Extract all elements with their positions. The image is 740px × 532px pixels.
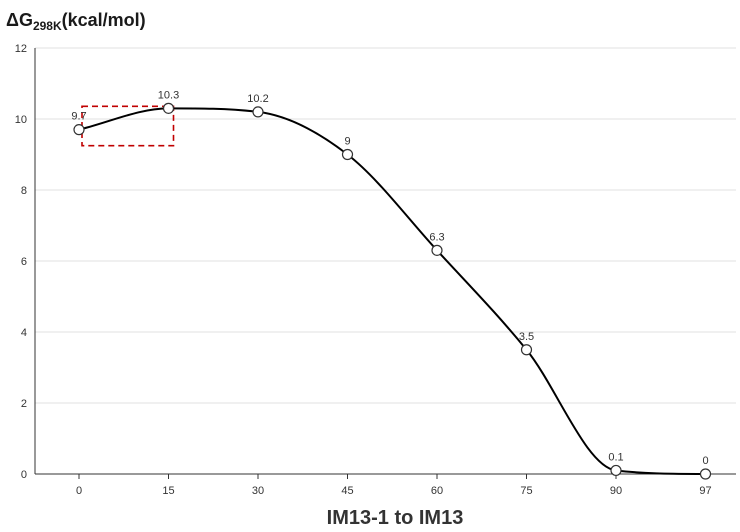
y-tick-label-10: 10 [15,114,27,126]
data-point-97[interactable] [699,468,712,480]
data-label-0: 9.7 [71,111,86,123]
y-axis-title-main: ΔG [6,10,33,30]
data-point-60[interactable] [431,244,443,256]
y-tick-label-12: 12 [15,43,27,55]
y-tick-label-2: 2 [21,398,27,410]
x-tick-label-97: 97 [699,485,711,497]
y-tick-labels: 0 2 4 6 8 10 12 [15,43,27,481]
x-tick-label-45: 45 [341,485,353,497]
data-label-75: 3.5 [519,331,534,343]
data-point-90[interactable] [610,464,622,477]
x-tick-labels: 0 15 30 45 60 75 90 97 [76,485,712,497]
data-point-75[interactable] [520,344,533,356]
x-tick-label-75: 75 [520,485,532,497]
data-label-60: 6.3 [429,231,444,243]
data-label-90: 0.1 [608,451,623,463]
y-axis-title: ΔG298K(kcal/mol) [6,10,146,33]
y-axis-title-subscript: 298K [33,19,62,33]
y-tick-label-4: 4 [21,327,27,339]
data-label-45: 9 [344,136,350,148]
data-point-30[interactable] [252,106,264,118]
y-tick-label-6: 6 [21,256,27,268]
data-point-15[interactable] [162,102,175,114]
data-label-30: 10.2 [247,93,268,105]
x-tick-label-90: 90 [610,485,622,497]
y-tick-label-0: 0 [21,469,27,481]
data-label-15: 10.3 [158,89,179,101]
x-tick-label-30: 30 [252,485,264,497]
data-points [73,102,712,480]
series-line-group [78,107,706,475]
data-labels: 9.7 10.3 10.2 9 6.3 3.5 0.1 0 [71,89,708,467]
x-axis-title: IM13-1 to IM13 [327,507,464,529]
data-point-0[interactable] [73,124,85,136]
x-tick-label-60: 60 [431,485,443,497]
y-tick-label-8: 8 [21,185,27,197]
data-point-45[interactable] [341,148,354,161]
x-tick-label-15: 15 [162,485,174,497]
x-tick-label-0: 0 [76,485,82,497]
grid-lines [35,47,736,404]
y-axis-title-unit: (kcal/mol) [62,10,146,30]
series-line [78,107,706,475]
data-label-97: 0 [702,455,708,467]
